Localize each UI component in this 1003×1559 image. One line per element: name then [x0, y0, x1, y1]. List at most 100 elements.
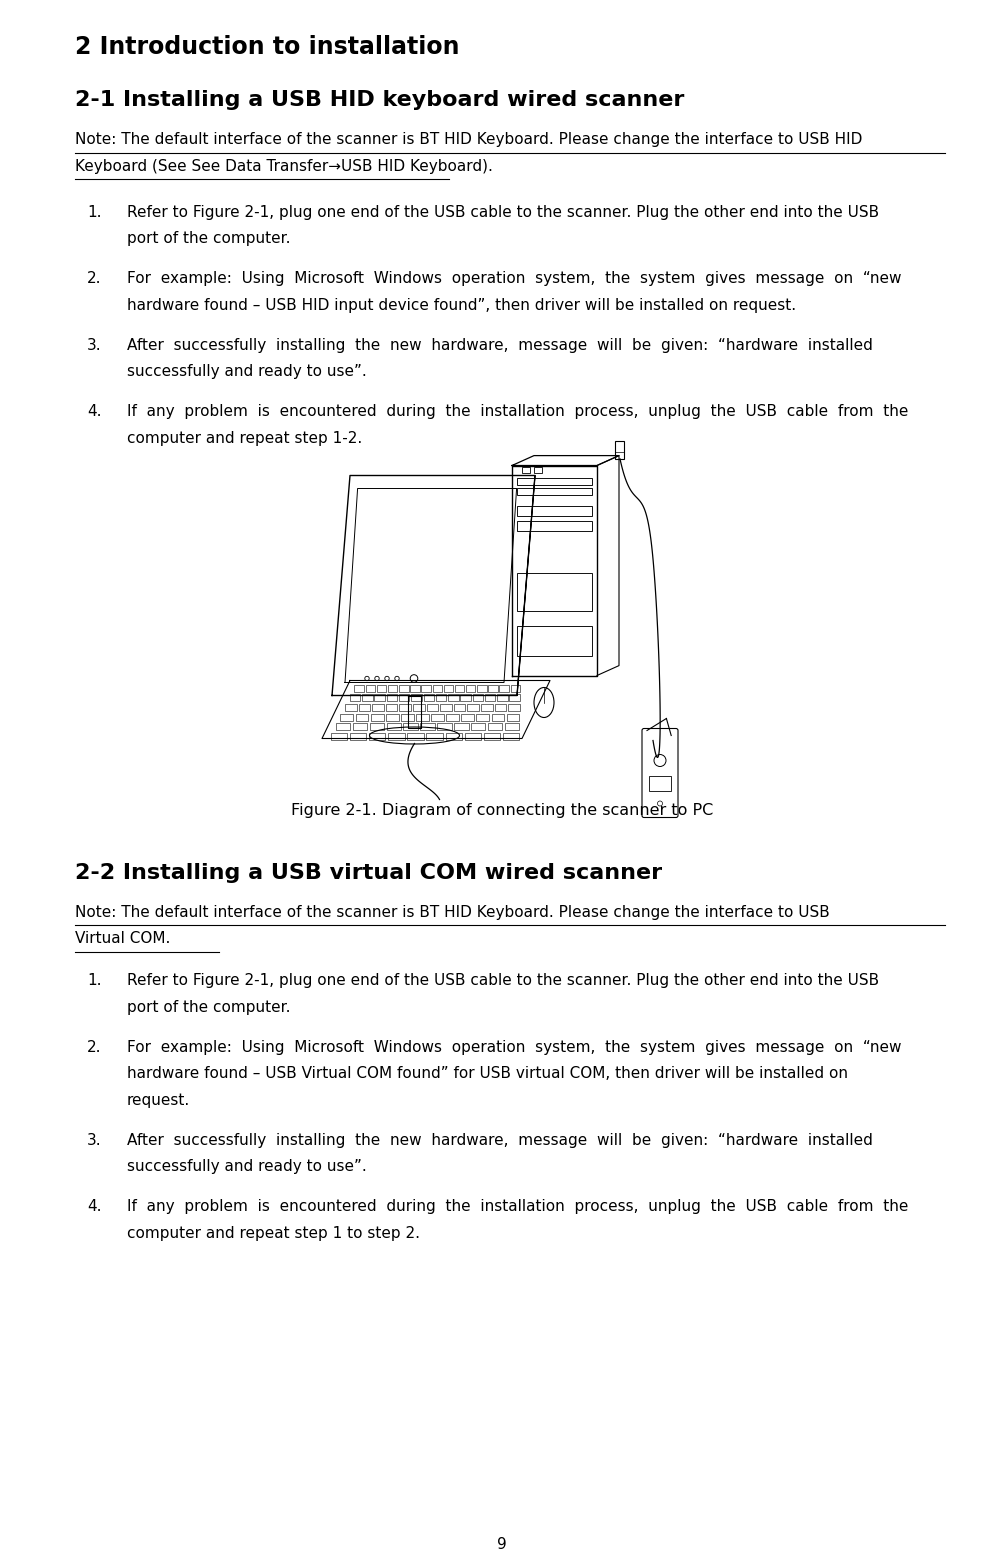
Bar	[464, 733, 480, 741]
Bar	[388, 733, 404, 741]
Bar	[369, 723, 383, 730]
Bar	[435, 694, 445, 702]
Bar	[432, 684, 441, 692]
Text: Refer to Figure 2-1, plug one end of the USB cable to the scanner. Plug the othe: Refer to Figure 2-1, plug one end of the…	[126, 973, 879, 988]
Bar	[470, 723, 484, 730]
Text: 2.: 2.	[87, 1040, 101, 1054]
Bar	[648, 775, 670, 790]
Bar	[415, 714, 428, 720]
Text: If  any  problem  is  encountered  during  the  installation  process,  unplug  : If any problem is encountered during the…	[126, 1199, 908, 1214]
Bar	[410, 684, 419, 692]
Text: 2-1 Installing a USB HID keyboard wired scanner: 2-1 Installing a USB HID keyboard wired …	[75, 90, 684, 111]
Bar	[517, 572, 592, 611]
Bar	[370, 714, 383, 720]
Bar	[355, 714, 368, 720]
Bar	[400, 714, 413, 720]
Text: Keyboard (See See Data Transfer→USB HID Keyboard).: Keyboard (See See Data Transfer→USB HID …	[75, 159, 492, 173]
Text: request.: request.	[126, 1093, 190, 1107]
Bar	[465, 684, 475, 692]
Bar	[487, 723, 502, 730]
Text: Refer to Figure 2-1, plug one end of the USB cable to the scanner. Plug the othe: Refer to Figure 2-1, plug one end of the…	[126, 204, 879, 220]
Bar	[376, 684, 386, 692]
Text: 4.: 4.	[87, 1199, 101, 1214]
Bar	[454, 684, 463, 692]
Text: port of the computer.: port of the computer.	[126, 231, 290, 246]
Text: 1.: 1.	[87, 204, 101, 220]
Bar	[423, 694, 433, 702]
Bar	[480, 703, 492, 711]
Bar	[398, 694, 409, 702]
Text: 2 Introduction to installation: 2 Introduction to installation	[75, 34, 459, 59]
Bar	[615, 441, 624, 458]
Text: Virtual COM.: Virtual COM.	[75, 931, 171, 946]
Bar	[350, 733, 366, 741]
Bar	[505, 723, 519, 730]
Bar	[386, 723, 400, 730]
Text: After  successfully  installing  the  new  hardware,  message  will  be  given: : After successfully installing the new ha…	[126, 337, 872, 352]
Text: 2.: 2.	[87, 271, 101, 285]
Bar	[358, 703, 370, 711]
Bar	[349, 694, 360, 702]
Bar	[460, 714, 473, 720]
Bar	[445, 733, 461, 741]
Text: 4.: 4.	[87, 404, 101, 419]
Bar	[445, 714, 458, 720]
Bar	[372, 703, 383, 711]
Text: computer and repeat step 1 to step 2.: computer and repeat step 1 to step 2.	[126, 1225, 419, 1241]
Bar	[426, 703, 437, 711]
Text: successfully and ready to use”.: successfully and ready to use”.	[126, 363, 366, 379]
Bar	[453, 723, 468, 730]
Bar	[387, 684, 397, 692]
Bar	[517, 521, 592, 530]
Bar	[340, 714, 353, 720]
Text: Note: The default interface of the scanner is BT HID Keyboard. Please change the: Note: The default interface of the scann…	[75, 133, 862, 147]
Text: computer and repeat step 1-2.: computer and repeat step 1-2.	[126, 430, 362, 446]
Bar	[399, 703, 410, 711]
Bar	[385, 714, 398, 720]
Text: port of the computer.: port of the computer.	[126, 999, 290, 1015]
Text: hardware found – USB HID input device found”, then driver will be installed on r: hardware found – USB HID input device fo…	[126, 298, 795, 312]
Bar	[522, 468, 530, 472]
Bar	[476, 684, 486, 692]
Bar	[517, 505, 592, 516]
Bar	[420, 723, 434, 730]
Text: 3.: 3.	[87, 1132, 101, 1147]
Bar	[369, 733, 385, 741]
Bar	[487, 684, 497, 692]
Bar	[335, 723, 350, 730]
Bar	[399, 684, 408, 692]
Bar	[447, 694, 458, 702]
Bar	[365, 684, 375, 692]
Bar	[345, 703, 356, 711]
Bar	[426, 733, 442, 741]
Bar	[407, 733, 423, 741]
Text: After  successfully  installing  the  new  hardware,  message  will  be  given: : After successfully installing the new ha…	[126, 1132, 872, 1147]
Bar	[439, 703, 451, 711]
Bar	[511, 684, 520, 692]
Bar	[534, 468, 542, 472]
Bar	[507, 714, 519, 720]
Text: 9: 9	[496, 1537, 507, 1553]
Bar	[411, 694, 421, 702]
Text: 2-2 Installing a USB virtual COM wired scanner: 2-2 Installing a USB virtual COM wired s…	[75, 862, 661, 882]
Bar	[472, 694, 482, 702]
Bar	[498, 684, 509, 692]
Text: 1.: 1.	[87, 973, 101, 988]
Text: Note: The default interface of the scanner is BT HID Keyboard. Please change the: Note: The default interface of the scann…	[75, 904, 828, 920]
Bar	[517, 625, 592, 655]
Bar	[412, 703, 424, 711]
Bar	[362, 694, 372, 702]
Bar	[386, 694, 397, 702]
Bar	[403, 723, 417, 730]
Bar	[374, 694, 384, 702]
Text: 3.: 3.	[87, 337, 101, 352]
Text: For  example:  Using  Microsoft  Windows  operation  system,  the  system  gives: For example: Using Microsoft Windows ope…	[126, 271, 901, 285]
Bar	[517, 488, 592, 494]
Bar	[385, 703, 397, 711]
Bar	[483, 733, 499, 741]
Text: For  example:  Using  Microsoft  Windows  operation  system,  the  system  gives: For example: Using Microsoft Windows ope…	[126, 1040, 901, 1054]
Text: hardware found – USB Virtual COM found” for USB virtual COM, then driver will be: hardware found – USB Virtual COM found” …	[126, 1066, 848, 1080]
Bar	[509, 694, 520, 702]
Bar	[494, 703, 506, 711]
Bar	[517, 477, 592, 485]
